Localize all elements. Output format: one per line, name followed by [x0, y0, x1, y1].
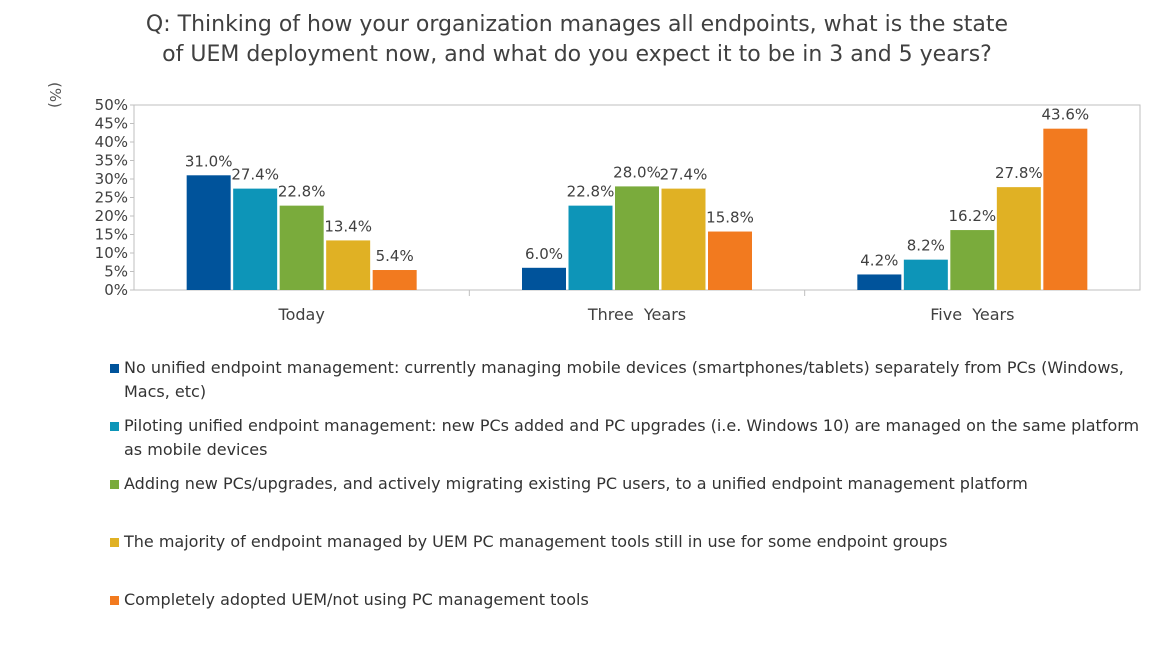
chart-title: Q: Thinking of how your organization man…: [0, 10, 1154, 70]
legend-label: Piloting unified endpoint management: ne…: [124, 416, 1140, 459]
x-category-label: Today: [278, 305, 325, 324]
data-label: 8.2%: [907, 237, 945, 255]
data-label: 13.4%: [324, 217, 372, 235]
legend-item: Piloting unified endpoint management: ne…: [110, 414, 1150, 462]
legend-item: Adding new PCs/upgrades, and actively mi…: [110, 472, 1150, 496]
bar: [903, 259, 948, 290]
data-label: 22.8%: [278, 183, 326, 201]
bar-chart: (%) 0%5%10%15%20%25%30%35%40%45%50% Today T…: [46, 82, 1141, 324]
legend-label: Completely adopted UEM/not using PC mana…: [124, 590, 589, 609]
legend-label: Adding new PCs/upgrades, and actively mi…: [124, 474, 1028, 493]
legend-label: No unified endpoint management: currentl…: [124, 358, 1124, 401]
bar: [1043, 128, 1088, 290]
legend-swatch: [110, 480, 119, 489]
bar: [522, 267, 566, 290]
x-category-label: Three Years: [587, 305, 686, 324]
y-tick-label: 0%: [104, 281, 128, 299]
legend-swatch: [110, 364, 119, 373]
y-tick-label: 30%: [95, 170, 128, 188]
bar: [615, 186, 659, 290]
y-axis-label: (%): [46, 82, 64, 108]
data-label: 4.2%: [860, 251, 898, 269]
bar: [568, 205, 613, 290]
bar: [186, 175, 231, 290]
legend-swatch: [110, 596, 119, 605]
y-tick-label: 20%: [95, 207, 128, 225]
legend-item: No unified endpoint management: currentl…: [110, 356, 1150, 404]
legend-swatch: [110, 538, 119, 547]
bar: [996, 187, 1041, 290]
chart-title-line-1: Q: Thinking of how your organization man…: [145, 12, 1009, 37]
data-label: 27.4%: [660, 166, 708, 184]
data-label: 5.4%: [376, 247, 414, 265]
data-label: 27.4%: [231, 166, 279, 184]
data-label: 31.0%: [185, 152, 233, 170]
x-category-label: Five Years: [930, 305, 1014, 324]
data-label: 16.2%: [949, 207, 997, 225]
y-tick-label: 10%: [95, 244, 128, 262]
y-tick-label: 25%: [95, 189, 128, 207]
bar: [857, 274, 902, 290]
data-label: 43.6%: [1042, 106, 1090, 124]
data-label: 15.8%: [706, 209, 754, 227]
legend-item: Completely adopted UEM/not using PC mana…: [110, 588, 1150, 612]
bar: [279, 205, 324, 290]
y-tick-label: 50%: [95, 96, 128, 114]
legend-label: The majority of endpoint managed by UEM …: [124, 532, 948, 551]
y-tick-label: 15%: [95, 226, 128, 244]
bar: [326, 240, 371, 290]
legend-item: The majority of endpoint managed by UEM …: [110, 530, 1150, 554]
y-tick-label: 35%: [95, 152, 128, 170]
data-label: 28.0%: [613, 163, 661, 181]
bar: [708, 231, 752, 290]
legend-swatch: [110, 422, 119, 431]
bar: [950, 230, 995, 290]
bar: [661, 188, 706, 290]
bar: [372, 270, 417, 290]
y-tick-label: 5%: [104, 263, 128, 281]
data-label: 6.0%: [525, 245, 563, 263]
data-label: 27.8%: [995, 164, 1043, 182]
chart-title-line-2: of UEM deployment now, and what do you e…: [162, 42, 992, 67]
y-tick-label: 45%: [95, 115, 128, 133]
y-tick-label: 40%: [95, 133, 128, 151]
data-label: 22.8%: [567, 183, 615, 201]
bar: [233, 188, 278, 290]
